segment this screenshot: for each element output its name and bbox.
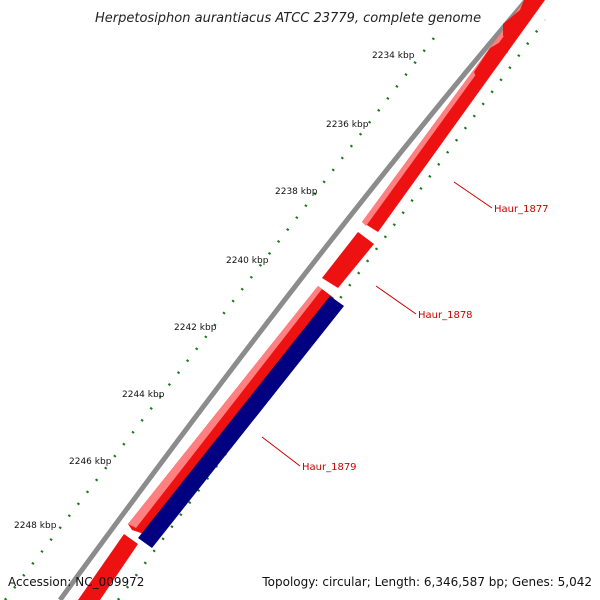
tick-label: 2244 kbp bbox=[122, 390, 165, 400]
gene-label-haur-1879[interactable]: Haur_1879 bbox=[302, 462, 357, 473]
gene-segment-bottom[interactable] bbox=[78, 534, 138, 600]
gene-segment-top-2[interactable] bbox=[474, 40, 508, 82]
gene-forward-long-highlight bbox=[128, 286, 322, 528]
gene-haur-1877[interactable] bbox=[362, 0, 545, 232]
tick-label: 2238 kbp bbox=[275, 187, 318, 197]
leader-line-haur-1877 bbox=[453, 181, 493, 209]
leader-line-haur-1878 bbox=[375, 285, 417, 315]
tick-label: 2240 kbp bbox=[226, 256, 269, 266]
backbone-arc bbox=[57, 0, 530, 600]
genome-summary-text: Topology: circular; Length: 6,346,587 bp… bbox=[261, 575, 592, 589]
gene-segment-top-1[interactable] bbox=[503, 0, 540, 38]
gene-label-haur-1877[interactable]: Haur_1877 bbox=[494, 204, 549, 215]
tick-label: 2236 kbp bbox=[326, 120, 369, 130]
map-title: Herpetosiphon aurantiacus ATCC 23779, co… bbox=[95, 11, 481, 26]
accession-text: Accession: NC_009972 bbox=[8, 575, 144, 589]
gene-haur-1878[interactable] bbox=[322, 232, 374, 288]
outer-tick-line bbox=[4, 29, 441, 600]
tick-label: 2246 kbp bbox=[69, 457, 112, 467]
tick-label: 2234 kbp bbox=[372, 51, 415, 61]
gene-label-haur-1878[interactable]: Haur_1878 bbox=[418, 310, 473, 321]
tick-label: 2242 kbp bbox=[174, 323, 217, 333]
gene-forward-long[interactable] bbox=[128, 286, 334, 536]
leader-line-haur-1879 bbox=[261, 436, 301, 467]
tick-label: 2248 kbp bbox=[14, 521, 57, 531]
gene-haur-1879[interactable] bbox=[138, 296, 344, 548]
